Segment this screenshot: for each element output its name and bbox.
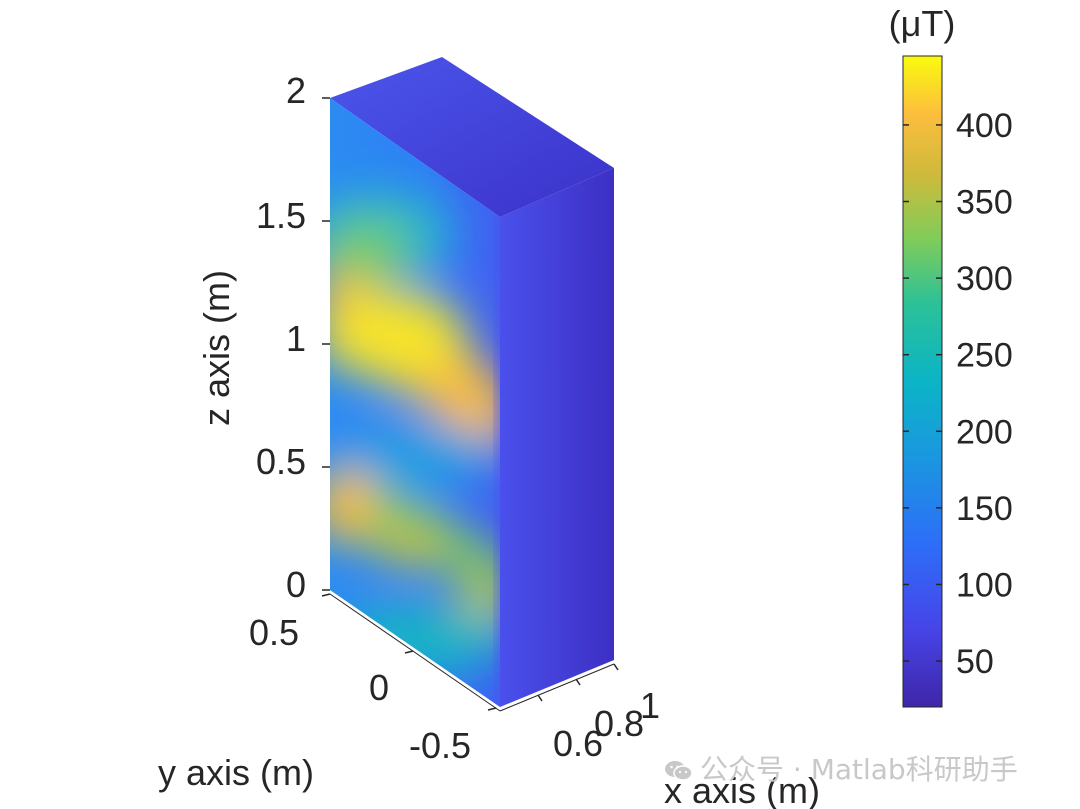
y-tick-label: 0.5 <box>249 612 299 653</box>
z-tick-label: 0 <box>286 564 306 605</box>
y-tick-mark <box>321 593 331 597</box>
colorbar-tick-label: 250 <box>956 337 1013 375</box>
z-tick-label: 1 <box>286 318 306 359</box>
colorbar-tick-label: 200 <box>956 413 1013 451</box>
z-axis-label: z axis (m) <box>196 270 237 426</box>
z-axis: 0 0.5 1 1.5 2 z axis (m) <box>196 70 330 605</box>
z-tick-label: 1.5 <box>256 195 306 236</box>
y-axis: 0.5 0 -0.5 y axis (m) <box>158 593 501 793</box>
colorbar-tick-label: 150 <box>956 490 1013 528</box>
y-tick-mark <box>404 650 414 654</box>
watermark: 公众号 · Matlab科研助手 <box>664 748 1018 788</box>
x-tick-label: 1 <box>640 685 660 726</box>
y-tick-label: 0 <box>369 667 389 708</box>
wechat-icon <box>665 761 693 781</box>
colorbar-tick-label: 400 <box>956 107 1013 145</box>
box-top-face <box>330 57 614 217</box>
y-tick-label: -0.5 <box>409 725 471 766</box>
y-tick-mark <box>487 707 497 711</box>
colorbar-unit-label: (μT) <box>889 3 956 44</box>
box-front-face <box>330 98 500 707</box>
x-tick-mark <box>537 694 543 702</box>
x-tick-label: 0.8 <box>594 703 644 744</box>
x-tick-label: 0.6 <box>553 723 603 764</box>
x-tick-mark <box>575 678 581 686</box>
colorbar: 50 100 150 200 250 300 350 400 (μT) <box>889 3 1013 708</box>
z-tick-label: 0.5 <box>256 441 306 482</box>
watermark-text: 公众号 · Matlab科研助手 <box>700 753 1018 786</box>
colorbar-tick-label: 50 <box>956 643 994 681</box>
box-side-face <box>500 168 614 707</box>
x-tick-mark <box>613 663 619 671</box>
colorbar-tick-label: 100 <box>956 566 1013 604</box>
y-axis-label: y axis (m) <box>158 752 314 793</box>
x-axis: 0.6 0.8 1 x axis (m) <box>499 663 820 809</box>
colorbar-tick-label: 350 <box>956 184 1013 222</box>
colorbar-tick-label: 300 <box>956 260 1013 298</box>
z-tick-label: 2 <box>286 70 306 111</box>
colorbar-gradient <box>902 55 943 708</box>
